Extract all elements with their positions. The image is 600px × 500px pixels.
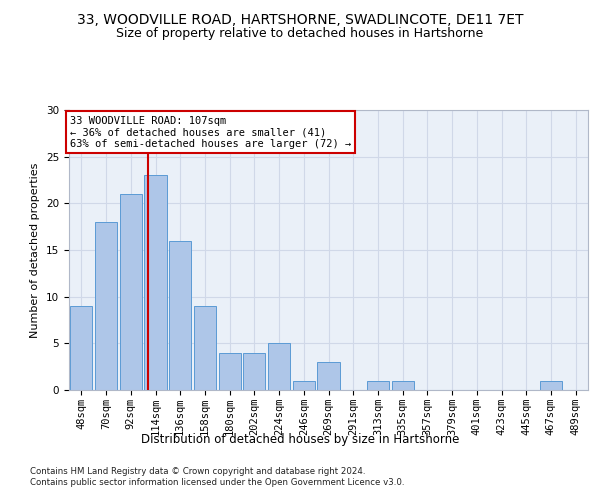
Text: 33, WOODVILLE ROAD, HARTSHORNE, SWADLINCOTE, DE11 7ET: 33, WOODVILLE ROAD, HARTSHORNE, SWADLINC… [77, 12, 523, 26]
Bar [293, 380, 315, 390]
Bar [145, 176, 167, 390]
Bar [194, 306, 216, 390]
Text: Size of property relative to detached houses in Hartshorne: Size of property relative to detached ho… [116, 28, 484, 40]
Bar [392, 380, 414, 390]
Y-axis label: Number of detached properties: Number of detached properties [31, 162, 40, 338]
Bar [95, 222, 117, 390]
Bar [169, 240, 191, 390]
Text: Distribution of detached houses by size in Hartshorne: Distribution of detached houses by size … [141, 432, 459, 446]
Bar [70, 306, 92, 390]
Bar [268, 344, 290, 390]
Bar [367, 380, 389, 390]
Bar [243, 352, 265, 390]
Bar [218, 352, 241, 390]
Bar [317, 362, 340, 390]
Text: Contains HM Land Registry data © Crown copyright and database right 2024.
Contai: Contains HM Land Registry data © Crown c… [30, 468, 404, 487]
Bar [119, 194, 142, 390]
Bar [540, 380, 562, 390]
Text: 33 WOODVILLE ROAD: 107sqm
← 36% of detached houses are smaller (41)
63% of semi-: 33 WOODVILLE ROAD: 107sqm ← 36% of detac… [70, 116, 351, 149]
